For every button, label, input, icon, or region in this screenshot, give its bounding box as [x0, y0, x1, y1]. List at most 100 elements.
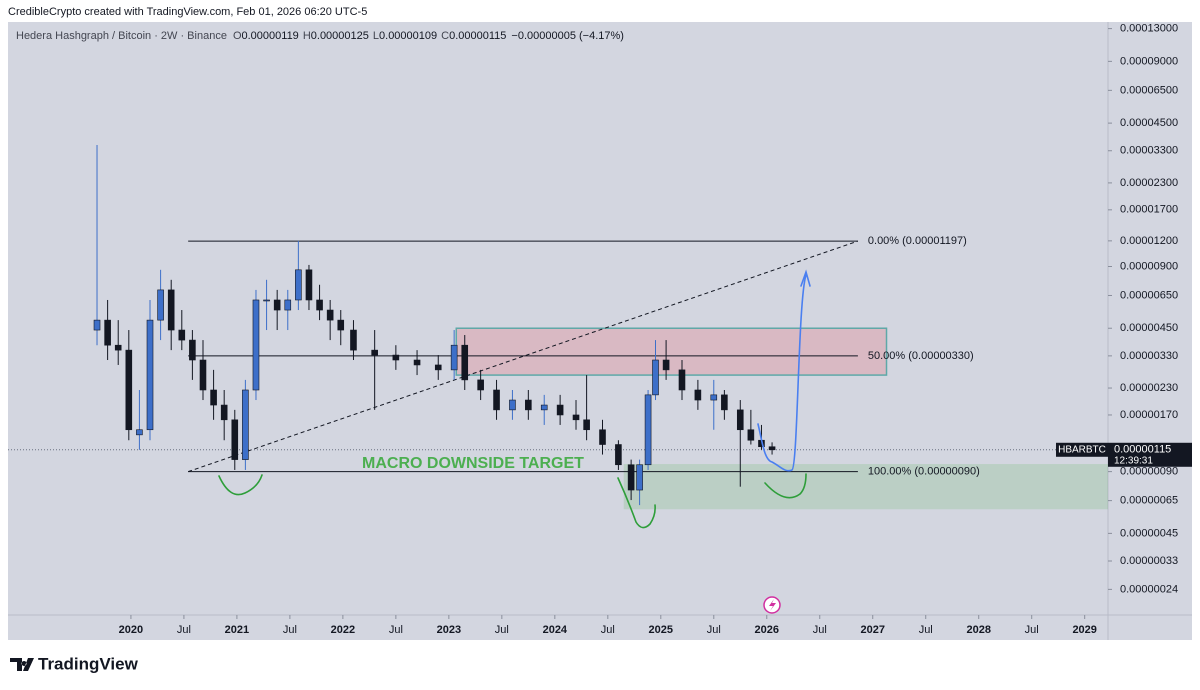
y-tick-label: 0.00000900 — [1120, 260, 1178, 272]
x-tick-label: 2024 — [543, 624, 568, 636]
candle-body — [284, 299, 292, 311]
y-tick-label: 0.00000090 — [1120, 466, 1178, 478]
candle-body — [326, 309, 334, 321]
legend-text: H — [303, 30, 311, 42]
alert-icon[interactable] — [763, 596, 781, 614]
symbol-label: HBARBTC — [1058, 444, 1106, 455]
green-curve — [617, 477, 656, 529]
candle-body — [199, 359, 207, 391]
x-tick-label: 2022 — [331, 624, 355, 636]
y-tick-label: 0.00000650 — [1120, 289, 1178, 301]
candle-body — [178, 329, 186, 341]
x-tick-label: Jul — [919, 624, 933, 636]
candle-body — [450, 344, 458, 371]
candle-body — [627, 464, 635, 491]
candle-body — [316, 299, 323, 311]
candle-body — [146, 319, 154, 431]
y-tick-label: 0.00000065 — [1120, 495, 1178, 507]
x-tick-label: 2028 — [966, 624, 990, 636]
candle-body — [434, 364, 442, 371]
candle-body — [644, 394, 652, 466]
legend-text: C — [441, 30, 449, 42]
candle-body — [220, 404, 228, 421]
x-tick-label: Jul — [283, 624, 297, 636]
symbol-header: Hedera Hashgraph / Bitcoin · 2W · Binanc… — [16, 30, 624, 42]
candle-body — [252, 299, 260, 391]
zone-resistance — [455, 327, 888, 376]
candle-body — [710, 394, 718, 401]
candle-body — [572, 414, 580, 421]
y-tick-label: 0.00000045 — [1120, 527, 1178, 539]
y-tick-label: 0.00003300 — [1120, 145, 1178, 157]
price-label: 0.00000115 — [1114, 444, 1171, 456]
candle-body — [295, 269, 302, 301]
y-tick-label: 0.00000024 — [1120, 583, 1178, 595]
fib-label: 0.00% (0.00001197) — [868, 235, 967, 247]
x-tick-label: 2027 — [860, 624, 884, 636]
legend-text: Hedera Hashgraph / Bitcoin · 2W · Binanc… — [16, 30, 227, 42]
symbol-badge — [1056, 442, 1108, 457]
annotation: MACRO DOWNSIDE TARGET — [362, 455, 584, 472]
x-tick-label: Jul — [707, 624, 721, 636]
x-tick-label: 2020 — [119, 624, 143, 636]
x-tick-label: Jul — [177, 624, 191, 636]
candle-body — [721, 394, 728, 411]
y-tick-label: 0.00002300 — [1120, 177, 1178, 189]
candle-body — [136, 429, 143, 436]
legend-text: L — [373, 30, 379, 42]
fib-label: 50.00% (0.00000330) — [868, 350, 974, 362]
y-tick-label: 0.00000230 — [1120, 382, 1178, 394]
candle-body — [350, 329, 357, 351]
projection-arrow — [757, 274, 807, 472]
green-curve — [764, 473, 807, 499]
candle-body — [493, 389, 500, 411]
x-tick-label: Jul — [389, 624, 403, 636]
y-tick-label: 0.00006500 — [1120, 84, 1178, 96]
candle-body — [114, 344, 122, 351]
zone-support — [623, 464, 1108, 510]
hand-drawings — [218, 269, 811, 529]
candle-body — [242, 389, 249, 460]
candle-body — [392, 354, 400, 361]
trend-line — [187, 240, 859, 473]
green-curve — [218, 474, 263, 496]
credit: CredibleCrypto created with TradingView.… — [8, 6, 367, 18]
x-tick-label: Jul — [601, 624, 615, 636]
candle-body — [167, 289, 175, 331]
candle-body — [210, 389, 217, 406]
candle-body — [231, 419, 239, 460]
brand: TradingView — [38, 654, 139, 673]
legend-text: −0.00000005 (−4.17%) — [511, 30, 624, 42]
candle-body — [104, 319, 111, 346]
candle-body — [599, 429, 606, 445]
x-tick-label: 2025 — [649, 624, 673, 636]
candle-body — [736, 409, 744, 431]
candle-body — [263, 299, 270, 302]
candle-body — [461, 344, 469, 381]
y-tick-label: 0.00000170 — [1120, 409, 1178, 421]
candle-body — [540, 404, 548, 411]
plot-area — [8, 144, 1108, 510]
candle-body — [125, 349, 133, 431]
candle-body — [556, 404, 564, 416]
y-tick-label: 0.00004500 — [1120, 117, 1178, 129]
y-tick-label: 0.00000033 — [1120, 555, 1178, 567]
candle-body — [768, 446, 776, 451]
candle-body — [747, 429, 755, 441]
x-tick-label: 2026 — [755, 624, 779, 636]
fib-label: 100.00% (0.00000090) — [868, 466, 980, 478]
candle-body — [525, 399, 532, 411]
candle-body — [615, 444, 622, 466]
candle-body — [583, 419, 590, 431]
tradingview-logo[interactable]: TradingView — [10, 654, 139, 673]
legend-text: 0.00000115 — [449, 30, 506, 42]
chart-background — [8, 22, 1192, 640]
x-tick-label: 2023 — [437, 624, 461, 636]
candle-body — [93, 319, 101, 331]
candle-body — [636, 464, 643, 491]
legend-text: 0.00000109 — [379, 30, 437, 42]
candle-body — [662, 359, 670, 371]
x-tick-label: Jul — [813, 624, 827, 636]
